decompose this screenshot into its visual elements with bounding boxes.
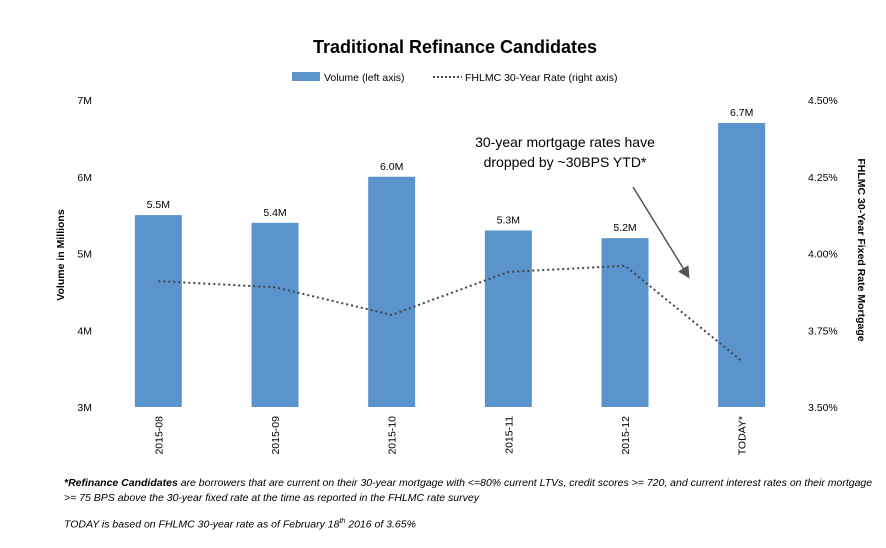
rate-line [158, 264, 743, 362]
legend-swatch-volume [292, 72, 320, 81]
legend-label-rate: FHLMC 30-Year Rate (right axis) [465, 72, 618, 84]
x-tick-label: 2015-12 [620, 416, 632, 455]
footnote-today: TODAY is based on FHLMC 30-year rate as … [64, 514, 874, 533]
footnote-refinance-candidates: *Refinance Candidates are borrowers that… [64, 476, 874, 506]
y-tick-right: 4.00% [808, 249, 838, 261]
footnote-today-suffix: 2016 of 3.65% [345, 518, 416, 531]
legend: Volume (left axis) FHLMC 30-Year Rate (r… [292, 72, 618, 84]
y-tick-right: 4.50% [808, 95, 838, 107]
y-tick-right: 3.50% [808, 402, 838, 414]
y-tick-left: 5M [77, 249, 92, 261]
bar-201509 [251, 222, 299, 407]
y-tick-left: 4M [77, 325, 92, 337]
x-tick-label: 2015-10 [387, 416, 399, 455]
x-tick-label: TODAY* [737, 416, 749, 455]
footnote-today-sup: th [339, 518, 346, 525]
chart-title: Traditional Refinance Candidates [313, 37, 597, 57]
bar-201512 [601, 238, 649, 407]
annotation-line-2: dropped by ~30BPS YTD* [484, 154, 647, 170]
refinance-chart: Traditional Refinance Candidates Volume … [55, 37, 867, 455]
y-tick-left: 7M [77, 95, 92, 107]
legend-label-volume: Volume (left axis) [324, 72, 405, 84]
annotation-arrow [632, 186, 690, 279]
y-axis-right-label: FHLMC 30-Year Fixed Rate Mortgage [855, 158, 867, 341]
y-tick-left: 3M [77, 402, 92, 414]
footnote-definition: are borrowers that are current on their … [64, 477, 873, 504]
bar-value-label: 5.3M [497, 214, 520, 226]
bar-value-label: 6.0M [380, 161, 403, 173]
y-tick-left: 6M [77, 172, 92, 184]
bar-201511 [484, 230, 532, 407]
annotation-line-1: 30-year mortgage rates have [475, 134, 655, 150]
footnote-term: *Refinance Candidates [64, 477, 178, 489]
x-tick-label: 2015-11 [503, 416, 515, 454]
bar-201508 [134, 215, 182, 407]
bar-201510 [368, 176, 416, 407]
x-tick-label: 2015-09 [270, 416, 282, 455]
annotation: 30-year mortgage rates have dropped by ~… [475, 134, 690, 279]
footnote-today-prefix: TODAY is based on FHLMC 30-year rate as … [64, 518, 340, 531]
bar-value-label: 5.2M [613, 222, 636, 234]
y-tick-right: 3.75% [808, 325, 838, 337]
x-tick-label: 2015-08 [153, 416, 165, 455]
y-axis-left-label: Volume in Millions [55, 209, 67, 301]
bar-value-label: 5.5M [147, 199, 170, 211]
y-tick-right: 4.25% [808, 172, 838, 184]
bar-value-label: 5.4M [263, 207, 286, 219]
bar-value-label: 6.7M [730, 107, 753, 119]
bar-today [718, 123, 766, 408]
